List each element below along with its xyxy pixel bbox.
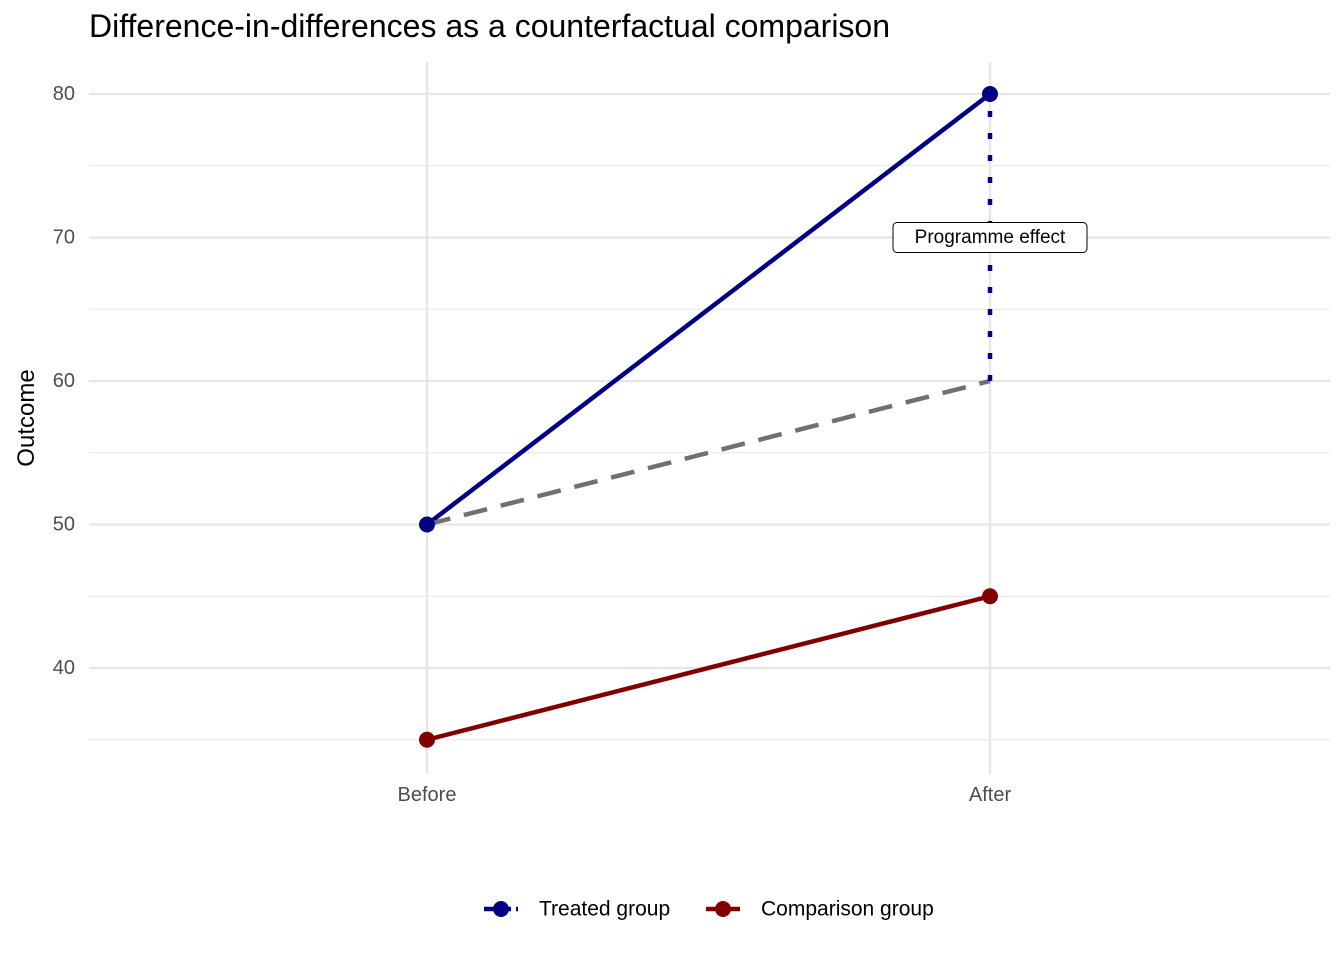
legend-point-treated-group <box>493 901 509 917</box>
counterfactual-line <box>426 378 991 527</box>
treated-group-point-before <box>419 516 435 533</box>
x-tick-label-after: After <box>969 784 1012 806</box>
grid-minor-lines <box>89 165 1330 741</box>
treated-group-line <box>425 92 992 527</box>
legend-key-comparison-group <box>706 901 740 917</box>
programme-effect-annotation: Programme effect <box>892 222 1088 253</box>
y-tick-label-50: 50 <box>53 514 75 536</box>
x-axis-tick-labels: Before After <box>398 784 1012 806</box>
annotation-box <box>892 222 1088 253</box>
chart-title: Difference-in-differences as a counterfa… <box>89 8 891 44</box>
plot-marks <box>419 86 998 748</box>
treated-group-point-after <box>982 86 998 102</box>
comparison-group-point-before <box>419 731 435 748</box>
annotation-label: Programme effect <box>915 227 1066 248</box>
legend-label-treated-group: Treated group <box>539 898 670 921</box>
legend-point-comparison-group <box>715 901 731 917</box>
legend: Treated group Comparison group <box>484 898 934 921</box>
comparison-group-point-after <box>982 588 998 605</box>
y-axis-tick-labels: 40 50 60 70 80 <box>53 83 75 679</box>
x-tick-label-before: Before <box>398 784 457 806</box>
y-axis-title: Outcome <box>13 369 40 466</box>
y-tick-label-40: 40 <box>53 657 75 679</box>
y-tick-label-70: 70 <box>53 227 75 249</box>
y-tick-label-80: 80 <box>53 83 75 105</box>
comparison-group-line <box>426 594 991 742</box>
legend-label-comparison-group: Comparison group <box>761 898 934 921</box>
y-tick-label-60: 60 <box>53 370 75 392</box>
legend-key-treated-group <box>484 901 518 917</box>
